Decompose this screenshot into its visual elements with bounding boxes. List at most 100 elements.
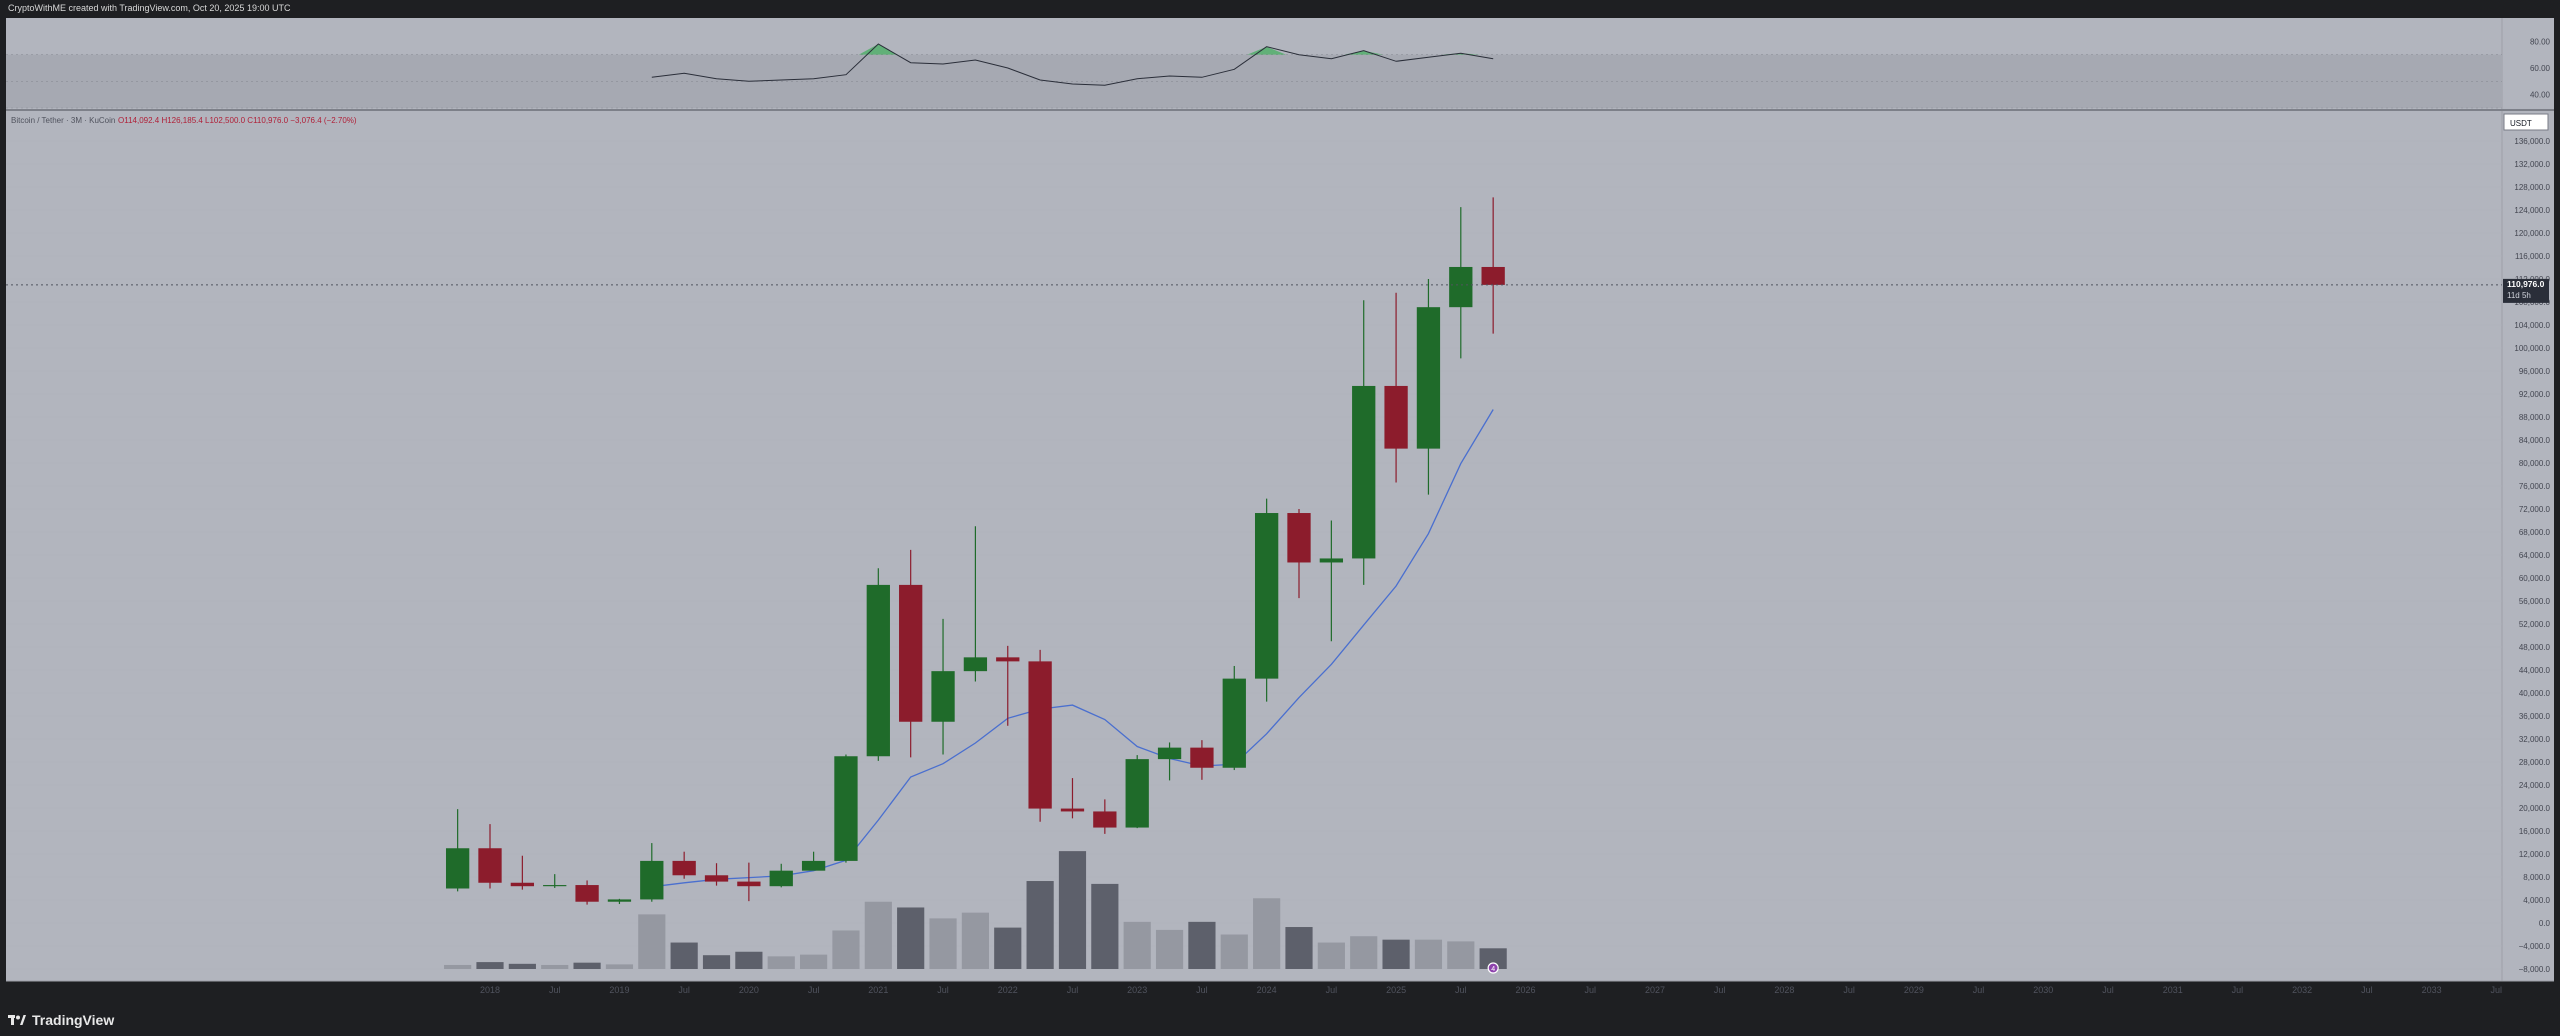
candle [931,618,955,755]
price-tick-label: 132,000.0 [2514,160,2550,169]
candle-body [1319,558,1344,563]
candle [510,855,535,890]
time-axis-label: Jul [1196,985,1208,995]
time-axis-label: Jul [1455,985,1467,995]
candle-body [1222,678,1246,768]
rsi-tick-label: 60.00 [2530,64,2551,73]
candles [445,197,1505,905]
candle-body [1449,266,1473,308]
price-tick-label: 136,000.0 [2514,137,2550,146]
price-tick-label: 36,000.0 [2519,712,2551,721]
time-axis-label: Jul [1973,985,1985,995]
rsi-tick-label: 40.00 [2530,91,2551,100]
attribution-bar: CryptoWithME created with TradingView.co… [0,0,2560,16]
candle-body [1481,266,1505,285]
chart-svg[interactable]: 80.00 60.00 40.00 136,000.0 132,000.0 128,00… [0,16,2560,1003]
time-axis-label: 2028 [1774,985,1794,995]
candle [1190,740,1214,780]
candle-body [996,657,1020,662]
time-axis-label: Jul [808,985,820,995]
time-axis-label: Jul [2102,985,2114,995]
candle [640,843,664,902]
time-axis-label: 2021 [868,985,888,995]
candle [1093,799,1117,834]
price-tick-label: 68,000.0 [2519,528,2551,537]
candle-body [1028,661,1052,809]
volume-bar [1058,851,1087,969]
candle-body [1093,811,1117,828]
candle [478,824,502,889]
candle-body [672,860,696,876]
volume-bar [638,914,666,969]
rsi-pane: 80.00 60.00 40.00 [6,37,2551,109]
tradingview-logo[interactable]: TradingView [8,1011,114,1029]
candle-body [1060,808,1085,812]
price-tick-label: 64,000.0 [2519,551,2551,560]
candle-body [801,860,826,871]
price-tick-label: 56,000.0 [2519,597,2551,606]
price-tick-label: 8,000.0 [2523,873,2550,882]
price-tick-label: 100,000.0 [2514,344,2550,353]
candle-body [899,584,923,722]
volume-bar [1026,881,1054,969]
time-axis-label: 2019 [609,985,629,995]
candle-body [1384,385,1408,449]
price-tick-label: 120,000.0 [2514,229,2550,238]
price-tick-label: 104,000.0 [2514,321,2550,330]
candle-body [640,860,664,900]
time-axis-label: 2024 [1257,985,1277,995]
countdown-label: 11d 5h [2507,291,2531,300]
price-tick-label: 76,000.0 [2519,482,2551,491]
time-axis-label: 2020 [739,985,759,995]
volume-bar [864,901,892,969]
volume-bar [735,951,763,969]
price-tick-label: 48,000.0 [2519,643,2551,652]
price-tick-label: 20,000.0 [2519,804,2551,813]
price-tick-label: 116,000.0 [2515,252,2551,261]
price-tick-label: 24,000.0 [2519,781,2551,790]
candle [769,863,793,888]
price-tick-label: 40,000.0 [2519,689,2551,698]
time-axis-label: 2030 [2033,985,2053,995]
price-tick-label: 4,000.0 [2523,896,2550,905]
volume-bar [605,964,634,969]
volume-bar [508,963,536,969]
candle-body [607,899,632,902]
price-grid [6,140,2502,970]
time-axis-label: Jul [549,985,561,995]
volume-bar [1479,948,1507,969]
candle-body [1125,759,1149,828]
price-tick-label: 52,000.0 [2519,620,2551,629]
time-axis-label: Jul [678,985,690,995]
time-axis-label: Jul [1067,985,1079,995]
volume-bar [961,912,989,969]
volume-bar [573,962,601,969]
chart-frame: 80.00 60.00 40.00 136,000.0 132,000.0 128,00… [0,16,2560,1003]
volume-bar [1350,936,1378,969]
volume-bar [702,955,731,969]
price-tick-label: 0.0 [2539,919,2551,928]
volume-bar [1091,883,1119,969]
volume-bar [994,927,1022,969]
price-tick-label: −4,000.0 [2519,942,2551,951]
volume-bar [541,964,569,969]
tradingview-mark-icon [8,1013,26,1027]
price-tick-label: 16,000.0 [2519,827,2551,836]
time-axis-label: 2033 [2422,985,2442,995]
candle-body [1190,747,1214,768]
candle-body [704,875,729,882]
volume-bar [1253,898,1281,969]
event-marker-label: 4 [1491,966,1495,973]
candle [672,851,696,879]
event-marker[interactable]: 4 [1487,962,1499,974]
candle [607,898,632,905]
rsi-tick-label: 80.00 [2530,37,2551,46]
plot-background [6,18,2502,981]
price-tick-label: 28,000.0 [2519,758,2551,767]
candle [1481,197,1505,334]
candle [834,754,858,863]
candle-body [1254,513,1279,679]
currency-badge[interactable]: USDT [2503,113,2549,131]
candle [1384,292,1408,483]
candle-body [963,657,988,672]
